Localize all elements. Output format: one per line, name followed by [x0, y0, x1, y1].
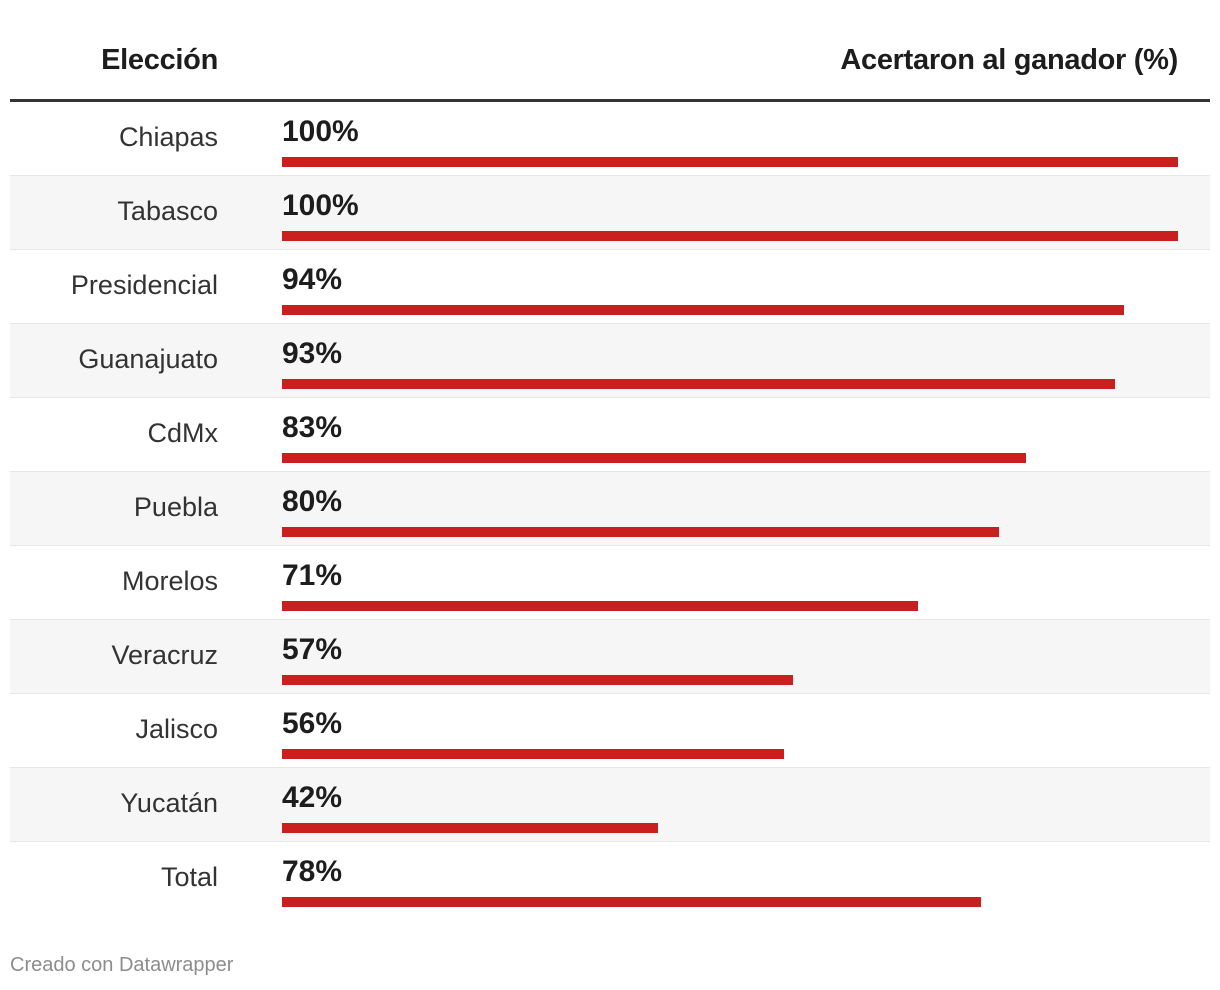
data-label: 42% [282, 781, 343, 814]
table-row: Jalisco 56% [10, 694, 1210, 768]
bar [282, 675, 793, 685]
data-label: 80% [282, 485, 343, 518]
table-row: Guanajuato 93% [10, 324, 1210, 398]
row-label: Morelos [121, 566, 218, 596]
row-label: Guanajuato [78, 344, 218, 374]
table-row: Yucatán 42% [10, 768, 1210, 842]
table-header: Elección Acertaron al ganador (%) [10, 0, 1210, 102]
row-label: Tabasco [117, 196, 218, 226]
row-label: Jalisco [135, 714, 218, 744]
credit-text: Creado con Datawrapper [10, 954, 234, 976]
data-label: 57% [282, 633, 343, 666]
data-label: 94% [282, 263, 343, 296]
data-label: 100% [282, 189, 359, 222]
row-label: Presidencial [70, 270, 218, 300]
column-header-percent: Acertaron al ganador (%) [840, 44, 1178, 76]
row-label: CdMx [147, 418, 218, 448]
data-label: 93% [282, 337, 343, 370]
table-row: Tabasco 100% [10, 176, 1210, 250]
bar [282, 601, 918, 611]
table-body: Chiapas 100% Tabasco 100% Presidencial 94% Gua… [10, 102, 1210, 915]
bar [282, 453, 1026, 463]
table-row: Veracruz 57% [10, 620, 1210, 694]
bar [282, 379, 1115, 389]
bar [282, 897, 981, 907]
data-label: 78% [282, 855, 343, 888]
table-row: Presidencial 94% [10, 250, 1210, 324]
row-label: Total [160, 862, 218, 892]
bar [282, 749, 784, 759]
data-label: 56% [282, 707, 343, 740]
table-row: CdMx 83% [10, 398, 1210, 472]
data-label: 83% [282, 411, 343, 444]
bar [282, 823, 658, 833]
table-row: Total 78% [10, 842, 1210, 915]
row-label: Veracruz [111, 640, 218, 670]
bar [282, 157, 1178, 167]
table-row: Chiapas 100% [10, 102, 1210, 176]
table-row: Morelos 71% [10, 546, 1210, 620]
table-row: Puebla 80% [10, 472, 1210, 546]
column-header-election: Elección [101, 44, 218, 76]
row-label: Puebla [133, 492, 218, 522]
row-label: Yucatán [120, 788, 218, 818]
data-label: 100% [282, 115, 359, 148]
data-label: 71% [282, 559, 343, 592]
bar [282, 305, 1124, 315]
bar [282, 527, 999, 537]
bar [282, 231, 1178, 241]
row-label: Chiapas [118, 122, 218, 152]
bar-table: Elección Acertaron al ganador (%) Chiapa… [10, 0, 1210, 915]
